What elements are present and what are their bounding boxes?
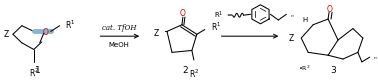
Text: cat. TfOH: cat. TfOH (102, 24, 136, 32)
Text: O: O (180, 9, 186, 18)
Text: =: = (227, 12, 232, 18)
Text: R$^1$: R$^1$ (214, 10, 223, 21)
Text: Z: Z (4, 30, 9, 39)
Text: O: O (327, 5, 333, 14)
Text: 2: 2 (182, 66, 188, 75)
Text: R$^1$: R$^1$ (65, 19, 75, 31)
Text: 3: 3 (330, 66, 336, 75)
Text: R$^2$: R$^2$ (189, 68, 199, 80)
Text: MeOH: MeOH (109, 42, 130, 48)
Text: R$^1$: R$^1$ (211, 20, 221, 33)
Text: Z: Z (154, 29, 159, 38)
Text: $_n$: $_n$ (290, 14, 295, 20)
Text: 1: 1 (35, 66, 41, 75)
Text: Z: Z (289, 34, 294, 43)
Text: R$^2$: R$^2$ (29, 67, 39, 79)
Text: $\bullet$R$^2$: $\bullet$R$^2$ (298, 64, 311, 73)
Text: $_n$: $_n$ (373, 56, 377, 62)
Text: H: H (302, 17, 307, 23)
Text: O: O (43, 28, 49, 37)
